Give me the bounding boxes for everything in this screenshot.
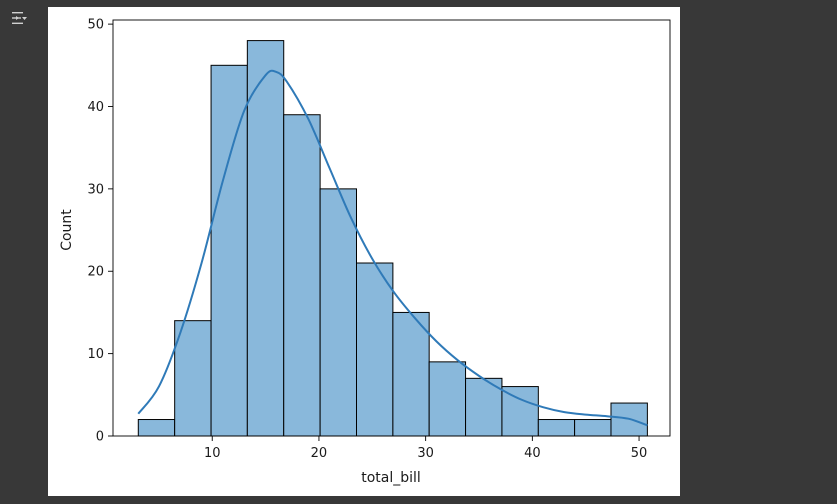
histogram-bar [319, 188, 358, 437]
y-tick-label: 30 [87, 182, 104, 197]
y-tick-label: 0 [96, 430, 104, 445]
histogram-bar [574, 419, 612, 437]
y-tick-label: 40 [87, 100, 104, 115]
y-tick-label: 20 [87, 265, 104, 280]
histogram-bar [356, 262, 394, 437]
y-tick-label: 50 [87, 18, 104, 33]
kde-curve [137, 69, 648, 427]
histogram-bar [392, 311, 430, 437]
histogram-bar [501, 386, 539, 437]
histogram-bar [174, 320, 212, 437]
histogram-bar [246, 40, 285, 437]
x-tick-label: 20 [311, 446, 328, 461]
histogram-bar [210, 64, 248, 437]
x-tick-label: 30 [417, 446, 434, 461]
chart-figure: 10 20 30 40 50 0 10 20 30 40 50 total_bill Count [48, 7, 680, 496]
output-collapse-button[interactable] [6, 6, 32, 30]
output-collapse-icon [12, 12, 27, 24]
y-axis-label: Count [59, 209, 75, 251]
y-tick-label: 10 [87, 347, 104, 362]
histogram-bar [537, 419, 576, 437]
x-tick-label: 50 [631, 446, 648, 461]
histogram-bar [610, 402, 648, 437]
histogram-bar [137, 419, 176, 437]
histogram-chart: 10 20 30 40 50 0 10 20 30 40 50 total_bill Count [59, 18, 671, 486]
plot-area-frame [112, 19, 671, 437]
histogram-bar [428, 361, 467, 437]
x-tick-label: 10 [204, 446, 221, 461]
x-tick-label: 40 [524, 446, 541, 461]
histogram-bar [283, 114, 321, 437]
x-axis-label: total_bill [361, 470, 421, 486]
